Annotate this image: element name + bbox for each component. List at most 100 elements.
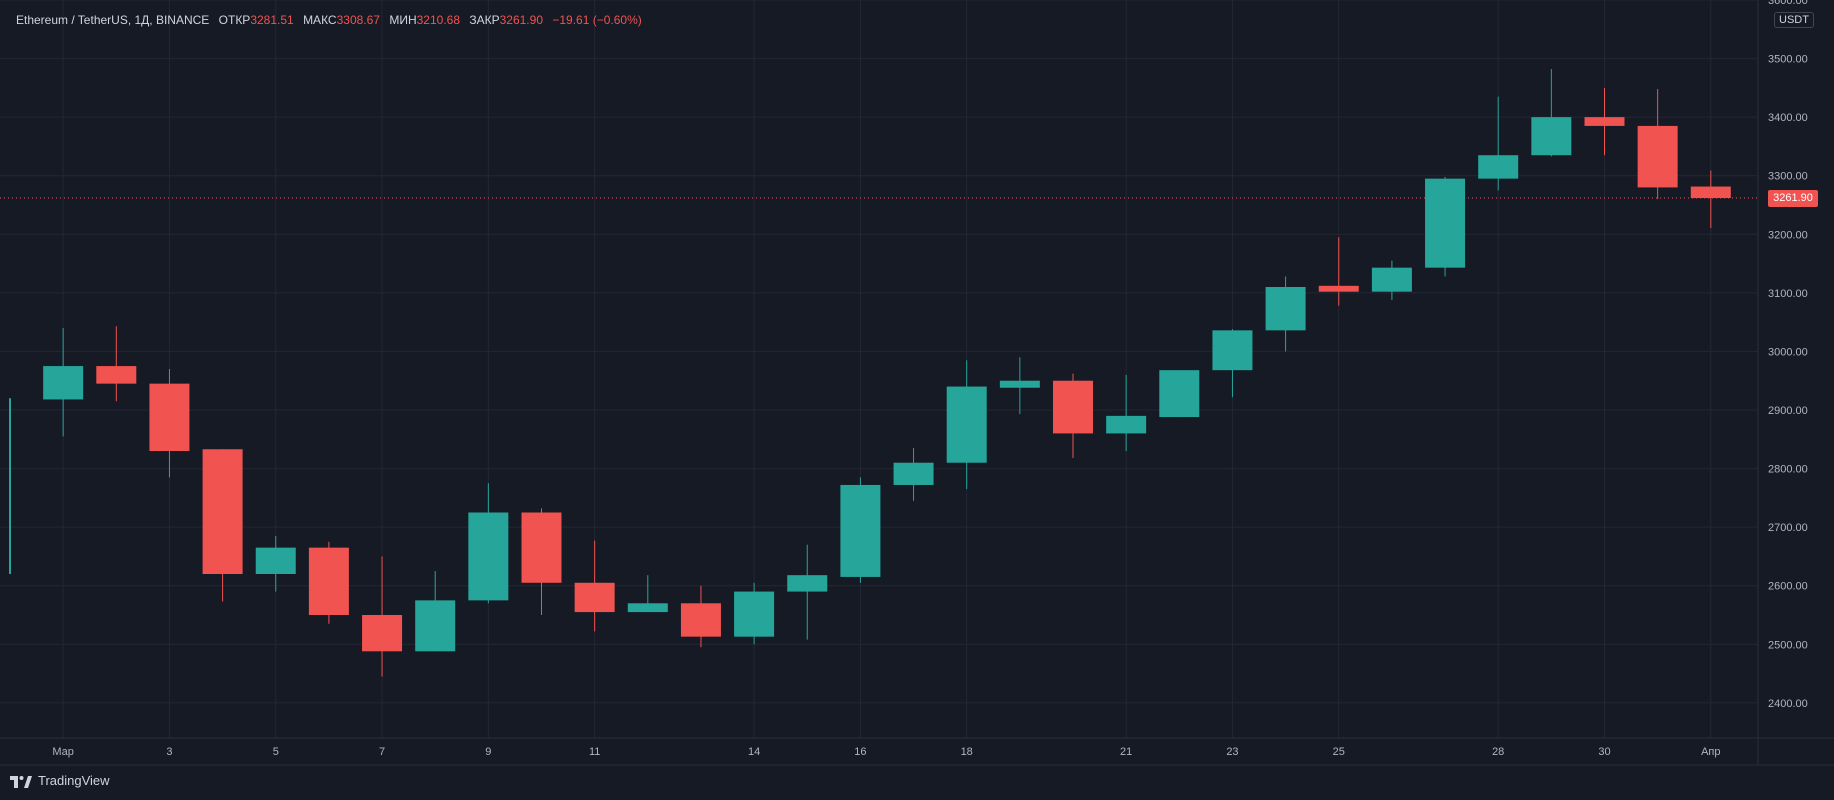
candle-body	[1478, 155, 1519, 179]
price-tick-label: 2800.00	[1768, 464, 1808, 476]
price-tick-label: 2400.00	[1768, 698, 1808, 710]
candle[interactable]	[149, 369, 190, 478]
candle[interactable]	[1584, 87, 1625, 156]
candle-body	[840, 484, 881, 577]
date-tick-label: 14	[748, 746, 760, 758]
candle[interactable]	[308, 541, 349, 624]
candle[interactable]	[415, 571, 456, 652]
candle[interactable]	[734, 582, 775, 645]
candle[interactable]	[9, 398, 11, 574]
candle[interactable]	[1531, 69, 1572, 157]
candle-body	[1159, 370, 1200, 418]
candle[interactable]	[1318, 237, 1359, 306]
price-tick-label: 2500.00	[1768, 639, 1808, 651]
high-label: МАКС	[303, 13, 337, 27]
price-tick-label: 2600.00	[1768, 581, 1808, 593]
tradingview-brand[interactable]: TradingView	[10, 773, 110, 788]
candle[interactable]	[893, 448, 934, 501]
candle[interactable]	[1159, 370, 1200, 418]
candles[interactable]	[9, 69, 1731, 677]
low-value: 3210.68	[416, 13, 461, 27]
candle-body	[787, 575, 828, 592]
date-tick-label: Мар	[52, 746, 74, 758]
candle-body	[627, 603, 668, 613]
candle[interactable]	[1265, 276, 1306, 352]
symbol-title[interactable]: Ethereum / TetherUS, 1Д, BINANCE	[16, 13, 210, 27]
candle-body	[9, 398, 11, 574]
candle-body	[96, 366, 137, 384]
candle[interactable]	[362, 556, 403, 677]
date-tick-label: 9	[485, 746, 491, 758]
candle[interactable]	[1371, 260, 1412, 300]
candle-body	[680, 603, 721, 637]
last-price-label: 3261.90	[1768, 189, 1818, 207]
candle-body	[574, 582, 615, 613]
date-tick-label: 11	[589, 746, 600, 758]
price-tick-label: 3200.00	[1768, 229, 1808, 241]
candle[interactable]	[840, 477, 881, 583]
candle-body	[1212, 330, 1253, 371]
date-tick-label: 18	[961, 746, 973, 758]
grid-lines	[0, 0, 1758, 738]
date-tick-label: 30	[1598, 746, 1610, 758]
change-value: −19.61 (−0.60%)	[552, 13, 642, 27]
date-tick-label: 21	[1120, 746, 1132, 758]
candle-body	[1637, 125, 1678, 188]
candle-body	[1265, 287, 1306, 331]
date-tick-label: 7	[379, 746, 385, 758]
candle[interactable]	[627, 575, 668, 613]
price-tick-label: 2900.00	[1768, 405, 1808, 417]
candle[interactable]	[255, 535, 296, 592]
candle[interactable]	[521, 508, 562, 615]
candle-body	[999, 380, 1040, 388]
candle-body	[1106, 415, 1147, 434]
candle-body	[308, 547, 349, 615]
candle-body	[1690, 186, 1731, 199]
date-tick-label: 23	[1226, 746, 1238, 758]
time-axis[interactable]: Мар 3 5 7 9 11 14 16 18 21 23 25 28 30 Апр	[0, 737, 1834, 766]
price-tick-label: 3000.00	[1768, 346, 1808, 358]
date-tick-label: 5	[273, 746, 279, 758]
candle[interactable]	[202, 449, 243, 602]
date-tick-label: 28	[1492, 746, 1504, 758]
date-tick-label: 3	[166, 746, 172, 758]
candle[interactable]	[999, 357, 1040, 415]
price-tick-label: 2700.00	[1768, 522, 1808, 534]
candle[interactable]	[1425, 176, 1466, 277]
candle-body	[149, 383, 190, 451]
low-label: МИН	[389, 13, 417, 27]
candle[interactable]	[1690, 170, 1731, 229]
candle[interactable]	[787, 544, 828, 640]
candle-body	[1531, 117, 1572, 156]
candle[interactable]	[468, 483, 509, 604]
candle-body	[734, 591, 775, 637]
date-tick-label: 25	[1333, 746, 1345, 758]
price-tick-label: 3400.00	[1768, 112, 1808, 124]
candle[interactable]	[946, 360, 987, 490]
candle[interactable]	[1106, 374, 1147, 451]
date-tick-label: 16	[854, 746, 866, 758]
price-tick-label: 3500.00	[1768, 54, 1808, 66]
candle-body	[468, 512, 509, 601]
price-tick-label: 3300.00	[1768, 171, 1808, 183]
candle[interactable]	[680, 585, 721, 648]
open-value: 3281.51	[250, 13, 294, 27]
candle[interactable]	[1478, 96, 1519, 191]
candle[interactable]	[574, 540, 615, 632]
candle[interactable]	[1212, 329, 1253, 398]
currency-badge[interactable]: USDT	[1774, 12, 1814, 28]
candle[interactable]	[1637, 89, 1678, 200]
candle-body	[255, 547, 296, 574]
candle-body	[1584, 117, 1625, 126]
candle-body	[1053, 380, 1093, 434]
candle[interactable]	[96, 326, 137, 402]
price-axis[interactable]: 2400.00 2500.00 2600.00 2700.00 2800.00 2900.…	[1757, 0, 1808, 765]
candle[interactable]	[43, 328, 84, 437]
candle[interactable]	[1053, 373, 1093, 459]
candle-body	[202, 449, 243, 574]
candle-body	[893, 462, 934, 485]
open-label: ОТКР	[218, 13, 251, 27]
close-value: 3261.90	[499, 13, 543, 27]
date-tick-label: Апр	[1701, 746, 1720, 758]
